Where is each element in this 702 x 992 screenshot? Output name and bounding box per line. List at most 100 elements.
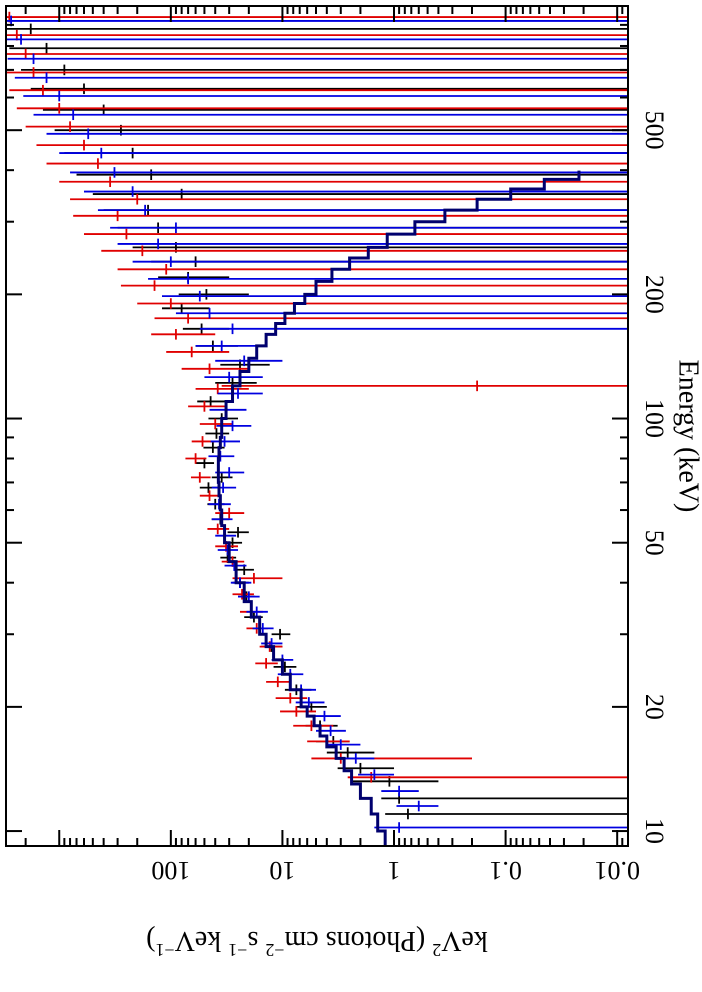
data-point (73, 210, 628, 222)
flux-tick-label: 10 (269, 856, 295, 885)
data-point (59, 147, 628, 159)
data-point (246, 606, 268, 618)
data-point (154, 312, 628, 324)
data-point (326, 739, 361, 750)
y-axis-label: keV2 (Photons cm−2 s−1 keV−1) (146, 925, 488, 960)
data-point (110, 222, 628, 234)
data-point (42, 104, 628, 116)
data-point (6, 34, 628, 45)
data-point (14, 72, 628, 84)
y-axis-label-sup: −2 (265, 940, 284, 960)
data-point (266, 676, 291, 688)
y-axis-label-part: keV (175, 925, 229, 956)
data-point (70, 193, 628, 205)
data-point (199, 490, 221, 502)
data-point (151, 329, 216, 340)
data-point (227, 526, 249, 538)
data-point (132, 256, 628, 267)
data-point (137, 298, 628, 309)
data-point (204, 371, 263, 383)
data-point (326, 747, 375, 758)
data-point (76, 169, 628, 180)
y-axis-label-sup: 2 (432, 940, 441, 960)
data-point (199, 323, 628, 335)
y-axis-label-part: ) (146, 925, 155, 956)
data-point (101, 245, 628, 257)
data-point (148, 273, 628, 285)
labels-layer: 10 20 50 100 200 500 0.01 0.1 1 10 100 (151, 111, 669, 885)
data-point (30, 83, 628, 95)
data-point (217, 388, 263, 399)
data-point (185, 453, 207, 464)
y-axis-label-part: keV (441, 925, 488, 956)
data-point (175, 307, 628, 319)
data-point (385, 808, 628, 820)
data-point (190, 472, 211, 483)
data-point (195, 457, 215, 469)
data-point (166, 346, 230, 358)
data-point (252, 623, 274, 634)
data-point (337, 762, 395, 774)
model-curve (216, 170, 581, 846)
data-point (9, 42, 628, 54)
energy-tick-label: 10 (640, 818, 669, 844)
plot-frame (5, 5, 629, 847)
data-point (6, 48, 628, 60)
data-point (21, 64, 628, 76)
data-point (36, 139, 628, 151)
data-point (6, 67, 628, 78)
data-point (16, 102, 628, 114)
data-point (6, 23, 628, 35)
data-layer (6, 11, 628, 833)
data-point (9, 84, 628, 96)
data-point (340, 753, 375, 764)
data-point (120, 280, 628, 291)
data-point (188, 401, 227, 412)
data-point (83, 228, 628, 240)
data-point (59, 176, 628, 188)
data-point (178, 289, 249, 300)
ticks-layer (5, 5, 629, 846)
y-axis-label-sup: −1 (155, 940, 174, 960)
data-point (273, 661, 297, 673)
data-point (195, 340, 263, 352)
flux-tick-label: 0.1 (489, 856, 522, 885)
data-point (46, 128, 628, 140)
data-point (161, 290, 628, 302)
data-point (83, 186, 628, 197)
data-point (195, 383, 249, 395)
data-point (215, 507, 245, 519)
data-point (210, 436, 240, 447)
model-layer (216, 170, 581, 846)
data-point (374, 822, 628, 833)
data-point (23, 90, 628, 102)
y-axis-label-part: s (247, 925, 265, 956)
data-point (215, 467, 245, 478)
data-point (255, 658, 278, 669)
flux-tick-label: 0.01 (594, 856, 640, 885)
data-point (181, 363, 249, 375)
data-point (97, 204, 628, 216)
data-point (158, 271, 230, 283)
data-point (117, 238, 628, 250)
data-point (117, 264, 628, 275)
energy-tick-label: 100 (640, 399, 669, 438)
data-point (358, 769, 395, 780)
data-point (33, 109, 628, 121)
data-point (205, 428, 230, 439)
flux-tick-label: 1 (388, 856, 401, 885)
energy-tick-label: 20 (640, 694, 669, 720)
x-axis-label: Energy (keV) (673, 360, 702, 513)
data-point (70, 167, 628, 178)
data-point (25, 121, 628, 132)
energy-tick-label: 500 (640, 111, 669, 150)
data-point (271, 628, 291, 640)
data-point (92, 188, 628, 200)
y-axis-label-part: (Photons cm (284, 925, 432, 956)
flux-tick-label: 100 (151, 856, 190, 885)
data-point (46, 158, 628, 169)
data-point (197, 396, 230, 407)
data-point (199, 418, 233, 430)
y-axis-label-sup: −1 (228, 940, 247, 960)
